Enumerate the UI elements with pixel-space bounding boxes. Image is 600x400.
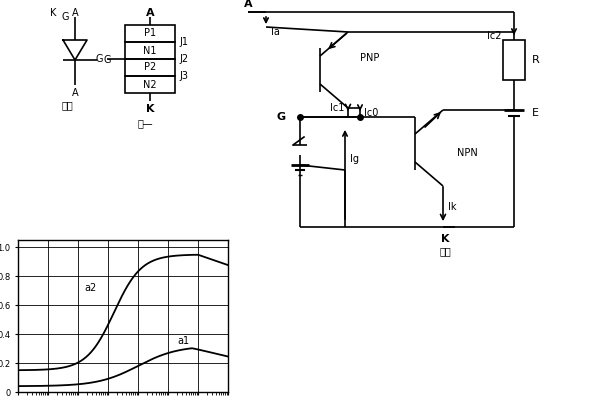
Text: N1: N1 [143, 46, 157, 56]
Text: J1: J1 [179, 37, 188, 47]
Text: a2: a2 [84, 283, 96, 293]
Text: K: K [50, 8, 56, 18]
Bar [125, 59, 175, 76]
Text: PNP: PNP [360, 53, 379, 63]
Text: N2: N2 [143, 80, 157, 90]
Text: G: G [95, 54, 103, 64]
Text: NPN: NPN [457, 148, 478, 158]
Text: P1: P1 [144, 28, 156, 38]
Text: G: G [277, 112, 286, 122]
Text: A: A [71, 88, 79, 98]
Bar [503, 40, 525, 80]
Text: Ic0: Ic0 [364, 108, 379, 118]
Bar [125, 76, 175, 93]
Text: K: K [146, 104, 154, 114]
Text: Ic2: Ic2 [487, 31, 502, 41]
Bar [125, 25, 175, 42]
Text: 图二: 图二 [439, 246, 451, 256]
Text: 图—: 图— [137, 118, 153, 128]
Text: R: R [532, 55, 540, 65]
Text: E: E [532, 108, 539, 118]
Text: P2: P2 [144, 62, 156, 72]
Text: A: A [146, 8, 154, 18]
Text: K: K [441, 234, 449, 244]
Text: Ig: Ig [350, 154, 359, 164]
Text: G: G [103, 55, 110, 65]
Text: J2: J2 [179, 54, 188, 64]
Text: Ia: Ia [271, 27, 280, 37]
Text: a1: a1 [177, 336, 189, 346]
Text: Ik: Ik [448, 202, 457, 212]
Text: G: G [61, 12, 69, 22]
Text: Ic1: Ic1 [329, 103, 344, 113]
Bar [125, 42, 175, 59]
Text: J3: J3 [179, 71, 188, 81]
Text: A: A [244, 0, 253, 9]
Text: A: A [71, 8, 79, 18]
Text: 图一: 图一 [61, 100, 73, 110]
